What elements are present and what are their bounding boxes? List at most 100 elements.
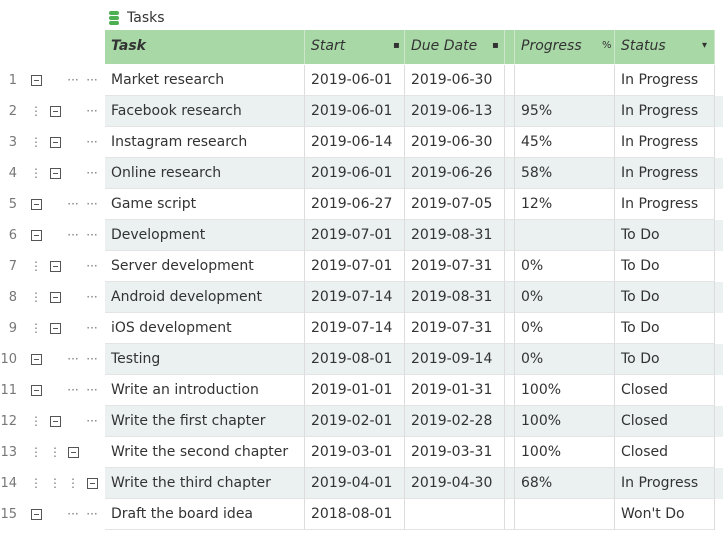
cell-start[interactable]: 2019-07-01	[305, 251, 405, 282]
cell-due[interactable]: 2019-01-31	[405, 375, 505, 406]
cell-status[interactable]: Closed	[615, 437, 715, 468]
cell-progress[interactable]: 12%	[515, 189, 615, 220]
cell-status[interactable]: In Progress	[615, 96, 715, 127]
cell-progress[interactable]: 0%	[515, 251, 615, 282]
header-icon[interactable]: ▪	[393, 40, 400, 51]
cell-start[interactable]: 2019-06-27	[305, 189, 405, 220]
cell-status[interactable]: To Do	[615, 220, 715, 251]
cell-start[interactable]: 2019-06-01	[305, 96, 405, 127]
cell-start[interactable]: 2019-03-01	[305, 437, 405, 468]
cell-status[interactable]: In Progress	[615, 127, 715, 158]
collapse-toggle[interactable]	[50, 261, 61, 272]
cell-due[interactable]	[405, 499, 505, 530]
cell-start[interactable]: 2019-04-01	[305, 468, 405, 499]
cell-progress[interactable]: 0%	[515, 344, 615, 375]
cell-status[interactable]: Closed	[615, 375, 715, 406]
collapse-toggle[interactable]	[31, 75, 42, 86]
cell-start[interactable]: 2019-06-01	[305, 65, 405, 96]
indent-guide: ⋮	[49, 445, 61, 459]
cell-start[interactable]: 2019-01-01	[305, 375, 405, 406]
cell-status[interactable]: In Progress	[615, 65, 715, 96]
cell-due[interactable]: 2019-06-30	[405, 127, 505, 158]
cell-due[interactable]: 2019-06-30	[405, 65, 505, 96]
cell-task[interactable]: Game script	[105, 189, 305, 220]
cell-task[interactable]: Development	[105, 220, 305, 251]
column-header[interactable]: Start	[305, 30, 405, 64]
cell-task[interactable]: Online research	[105, 158, 305, 189]
cell-status[interactable]: To Do	[615, 251, 715, 282]
cell-task[interactable]: Testing	[105, 344, 305, 375]
collapse-toggle[interactable]	[50, 292, 61, 303]
cell-task[interactable]: iOS development	[105, 313, 305, 344]
cell-due[interactable]: 2019-04-30	[405, 468, 505, 499]
cell-progress[interactable]: 95%	[515, 96, 615, 127]
cell-status[interactable]: In Progress	[615, 189, 715, 220]
cell-task[interactable]: Server development	[105, 251, 305, 282]
collapse-toggle[interactable]	[50, 137, 61, 148]
cell-task[interactable]: Draft the board idea	[105, 499, 305, 530]
cell-progress[interactable]: 45%	[515, 127, 615, 158]
collapse-toggle[interactable]	[31, 509, 42, 520]
cell-status[interactable]: In Progress	[615, 468, 715, 499]
cell-status[interactable]: In Progress	[615, 158, 715, 189]
cell-progress[interactable]: 100%	[515, 437, 615, 468]
cell-start[interactable]: 2018-08-01	[305, 499, 405, 530]
collapse-toggle[interactable]	[68, 447, 79, 458]
cell-due[interactable]: 2019-06-26	[405, 158, 505, 189]
cell-start[interactable]: 2019-02-01	[305, 406, 405, 437]
collapse-toggle[interactable]	[50, 106, 61, 117]
cell-due[interactable]: 2019-02-28	[405, 406, 505, 437]
cell-start[interactable]: 2019-07-14	[305, 282, 405, 313]
collapse-toggle[interactable]	[31, 230, 42, 241]
cell-due[interactable]: 2019-09-14	[405, 344, 505, 375]
column-header[interactable]: Due Date	[405, 30, 505, 64]
cell-status[interactable]: To Do	[615, 344, 715, 375]
collapse-toggle[interactable]	[31, 199, 42, 210]
cell-status[interactable]: To Do	[615, 282, 715, 313]
cell-progress[interactable]: 100%	[515, 375, 615, 406]
cell-due[interactable]: 2019-03-31	[405, 437, 505, 468]
column-header[interactable]: Status	[615, 30, 715, 64]
cell-start[interactable]: 2019-07-14	[305, 313, 405, 344]
cell-task[interactable]: Android development	[105, 282, 305, 313]
cell-progress[interactable]	[515, 220, 615, 251]
cell-progress[interactable]: 58%	[515, 158, 615, 189]
cell-progress[interactable]: 0%	[515, 282, 615, 313]
cell-progress[interactable]	[515, 65, 615, 96]
cell-progress[interactable]	[515, 499, 615, 530]
cell-progress[interactable]: 0%	[515, 313, 615, 344]
cell-start[interactable]: 2019-06-01	[305, 158, 405, 189]
cell-start[interactable]: 2019-06-14	[305, 127, 405, 158]
cell-task[interactable]: Write the first chapter	[105, 406, 305, 437]
cell-progress[interactable]: 68%	[515, 468, 615, 499]
column-header[interactable]: Task	[105, 30, 305, 64]
header-icon[interactable]: ▪	[492, 40, 499, 51]
cell-task[interactable]: Market research	[105, 65, 305, 96]
column-header[interactable]: Progress	[515, 30, 615, 64]
collapse-toggle[interactable]	[50, 323, 61, 334]
cell-due[interactable]: 2019-08-31	[405, 220, 505, 251]
collapse-toggle[interactable]	[50, 416, 61, 427]
cell-status[interactable]: Closed	[615, 406, 715, 437]
cell-status[interactable]: To Do	[615, 313, 715, 344]
cell-due[interactable]: 2019-07-31	[405, 313, 505, 344]
cell-due[interactable]: 2019-06-13	[405, 96, 505, 127]
cell-task[interactable]: Instagram research	[105, 127, 305, 158]
cell-status[interactable]: Won't Do	[615, 499, 715, 530]
cell-due[interactable]: 2019-07-31	[405, 251, 505, 282]
collapse-toggle[interactable]	[87, 478, 98, 489]
cell-task[interactable]: Write the second chapter	[105, 437, 305, 468]
collapse-toggle[interactable]	[31, 385, 42, 396]
collapse-toggle[interactable]	[31, 354, 42, 365]
cell-due[interactable]: 2019-08-31	[405, 282, 505, 313]
header-icon[interactable]: %	[602, 40, 612, 51]
cell-due[interactable]: 2019-07-05	[405, 189, 505, 220]
header-icon[interactable]: ▾	[702, 40, 708, 51]
cell-progress[interactable]: 100%	[515, 406, 615, 437]
cell-start[interactable]: 2019-08-01	[305, 344, 405, 375]
cell-task[interactable]: Facebook research	[105, 96, 305, 127]
cell-task[interactable]: Write an introduction	[105, 375, 305, 406]
cell-task[interactable]: Write the third chapter	[105, 468, 305, 499]
cell-start[interactable]: 2019-07-01	[305, 220, 405, 251]
collapse-toggle[interactable]	[50, 168, 61, 179]
